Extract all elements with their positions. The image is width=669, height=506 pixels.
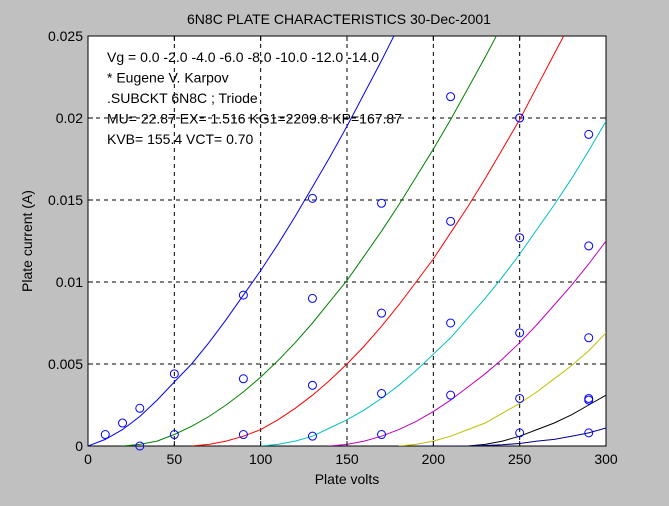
measured-point bbox=[135, 441, 145, 451]
x-tick-label: 50 bbox=[167, 451, 183, 467]
measured-point bbox=[135, 403, 145, 413]
y-axis-label: Plate current (A) bbox=[19, 190, 35, 292]
measured-point bbox=[118, 418, 128, 428]
x-tick-label: 150 bbox=[335, 451, 359, 467]
measured-point bbox=[584, 428, 594, 438]
annotation-line: KVB= 155.4 VCT= 0.70 bbox=[107, 131, 254, 147]
measured-point bbox=[307, 193, 317, 203]
axis-ticks: 0 50 100 150 200 250 300 0 0.005 0.01 0.015 0.02 0.0… bbox=[48, 28, 618, 467]
measured-point bbox=[307, 431, 317, 441]
annotation-line: Vg = 0.0 -2.0 -4.0 -6.0 -8.0 -10.0 -12.0… bbox=[107, 49, 379, 65]
measured-point bbox=[446, 92, 456, 102]
measured-point bbox=[169, 430, 179, 440]
y-tick-label: 0 bbox=[75, 438, 83, 454]
measured-point bbox=[307, 293, 317, 303]
x-tick-label: 200 bbox=[422, 451, 446, 467]
measured-point bbox=[584, 333, 594, 343]
annotation-layer: Vg = 0.0 -2.0 -4.0 -6.0 -8.0 -10.0 -12.0… bbox=[107, 49, 402, 147]
measured-point bbox=[515, 113, 525, 123]
y-tick-label: 0.025 bbox=[48, 28, 83, 44]
annotation-line: * Eugene V. Karpov bbox=[107, 70, 229, 86]
measured-points-layer bbox=[100, 92, 594, 451]
measured-point bbox=[515, 393, 525, 403]
series-line-1 bbox=[122, 36, 497, 446]
x-tick-label: 250 bbox=[508, 451, 532, 467]
series-line-0 bbox=[88, 36, 395, 446]
measured-point bbox=[515, 328, 525, 338]
y-tick-label: 0.015 bbox=[48, 192, 83, 208]
measured-point bbox=[307, 380, 317, 390]
measured-point bbox=[238, 430, 248, 440]
y-tick-label: 0.02 bbox=[56, 110, 83, 126]
annotation-line: MU= 22.87 EX= 1.516 KG1=2209.8 KP=167.87 bbox=[107, 111, 402, 127]
measured-point bbox=[238, 290, 248, 300]
measured-point bbox=[377, 389, 387, 399]
series-layer bbox=[88, 36, 606, 446]
measured-point bbox=[169, 369, 179, 379]
measured-point bbox=[584, 395, 594, 405]
x-tick-label: 0 bbox=[84, 451, 92, 467]
measured-point bbox=[238, 374, 248, 384]
measured-point bbox=[515, 428, 525, 438]
measured-point bbox=[446, 318, 456, 328]
measured-point bbox=[515, 233, 525, 243]
series-line-2 bbox=[191, 36, 565, 446]
measured-point bbox=[100, 430, 110, 440]
x-tick-label: 100 bbox=[249, 451, 273, 467]
series-line-4 bbox=[329, 240, 606, 446]
measured-point bbox=[584, 129, 594, 139]
measured-point bbox=[377, 198, 387, 208]
series-line-7 bbox=[416, 427, 606, 446]
series-line-3 bbox=[260, 121, 606, 446]
measured-point bbox=[377, 430, 387, 440]
annotation-line: .SUBCKT 6N8C ; Triode bbox=[107, 90, 258, 106]
y-tick-label: 0.01 bbox=[56, 274, 83, 290]
chart-title: 6N8C PLATE CHARACTERISTICS 30-Dec-2001 bbox=[187, 11, 491, 27]
x-tick-label: 300 bbox=[594, 451, 618, 467]
measured-point bbox=[446, 390, 456, 400]
x-axis-label: Plate volts bbox=[315, 471, 380, 487]
measured-point bbox=[584, 241, 594, 251]
y-tick-label: 0.005 bbox=[48, 356, 83, 372]
measured-point bbox=[446, 216, 456, 226]
series-line-6 bbox=[467, 394, 606, 446]
measured-point bbox=[377, 308, 387, 318]
